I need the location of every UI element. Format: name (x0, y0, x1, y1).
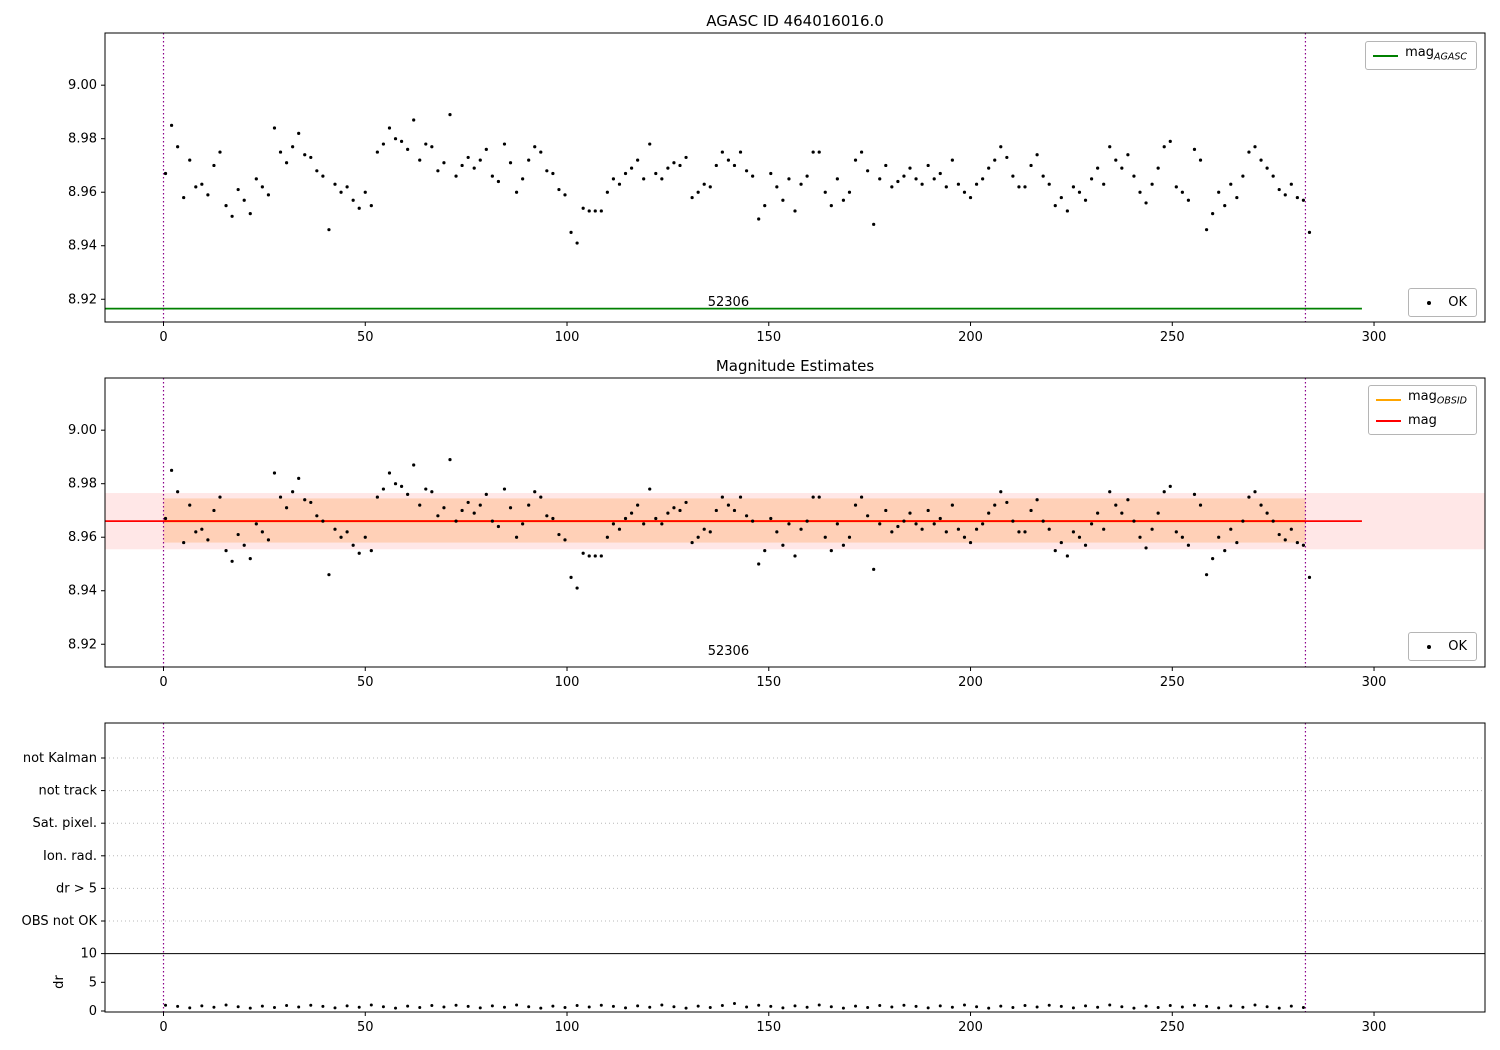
legend-line-sample-orange (1375, 398, 1401, 401)
flag-row-label: not track (38, 784, 97, 799)
y-tick-label: 9.00 (68, 78, 97, 93)
ok-marker-icon (1426, 644, 1431, 649)
scatter-series-dr (164, 1002, 1305, 1010)
dr-axis-label: dr (52, 975, 67, 989)
x-tick-label: 250 (1160, 330, 1185, 345)
legend-label-ok-top: OK (1448, 294, 1467, 310)
x-tick-label: 150 (756, 1020, 781, 1035)
legend-magnitude-estimates: magOBSID mag (1367, 385, 1477, 435)
legend-line-sample-green (1373, 54, 1399, 57)
dr-tick-label: 0 (89, 1004, 97, 1019)
scatter-series-OK (163, 113, 1312, 245)
legend-dot-marker (1416, 300, 1441, 305)
x-tick-label: 150 (756, 330, 781, 345)
x-tick-label: 50 (357, 1020, 374, 1035)
y-tick-label: 8.92 (68, 292, 97, 307)
legend-entry-mag-agasc: magAGASC (1373, 44, 1467, 67)
x-tick-label: 100 (555, 675, 580, 690)
x-tick-label: 0 (159, 330, 167, 345)
y-tick-label: 9.00 (68, 423, 97, 438)
obsid-annotation: 52306 (708, 295, 749, 310)
x-tick-label: 200 (958, 1020, 983, 1035)
y-tick-label: 8.96 (68, 185, 97, 200)
flag-row-label: OBS not OK (22, 914, 98, 929)
scatter-series-OK (163, 458, 1312, 590)
axes-flags: not Kalman not track Sat. pixel. Ion. rad. d… (22, 722, 1486, 1035)
x-tick-label: 200 (958, 330, 983, 345)
x-tick-label: 300 (1362, 675, 1387, 690)
y-tick-label: 8.92 (68, 637, 97, 652)
legend-entry-mag-obsid: magOBSID (1375, 388, 1467, 411)
x-tick-label: 50 (357, 330, 374, 345)
x-tick-label: 250 (1160, 675, 1185, 690)
x-tick-label: 300 (1362, 330, 1387, 345)
x-tick-label: 200 (958, 675, 983, 690)
legend-label-mag-agasc: magAGASC (1405, 44, 1467, 67)
legend-dot-marker (1416, 644, 1441, 649)
y-tick-label: 8.98 (68, 477, 97, 492)
y-tick-label: 8.98 (68, 132, 97, 147)
legend-label-mag-agasc-main: mag (1405, 45, 1434, 61)
legend-label-mag-agasc-sub: AGASC (1433, 51, 1467, 63)
plot-title-magnitude-estimates: Magnitude Estimates (715, 357, 875, 375)
legend-ok-middle: OK (1408, 632, 1477, 661)
obsid-annotation: 52306 (708, 644, 749, 659)
plot-title-agasc: AGASC ID 464016016.0 (706, 12, 884, 30)
dr-tick-label: 5 (89, 975, 97, 990)
ok-marker-icon (1426, 300, 1431, 305)
y-tick-label: 8.96 (68, 530, 97, 545)
axes-frame (104, 722, 1486, 1013)
flag-row-label: Sat. pixel. (33, 816, 97, 831)
legend-entry-ok-top: OK (1416, 293, 1467, 312)
dr-tick-label: 10 (80, 947, 97, 962)
legend-entry-ok-middle: OK (1416, 637, 1467, 656)
legend-mag-agasc: magAGASC (1365, 41, 1477, 70)
legend-label-mag-obsid-main: mag (1407, 389, 1437, 405)
flag-row-label: Ion. rad. (43, 849, 97, 864)
flag-row-label: not Kalman (23, 751, 97, 766)
legend-ok-top: OK (1408, 288, 1477, 317)
x-tick-label: 0 (159, 675, 167, 690)
legend-label-mag-obsid: magOBSID (1408, 388, 1467, 411)
axes-top: 52306 8.92 8.94 8.96 8.98 9.00 0 50 100 150 200 250… (68, 32, 1486, 345)
x-tick-label: 250 (1160, 1020, 1185, 1035)
legend-label-mag: mag (1407, 412, 1437, 428)
flag-row-label: dr > 5 (56, 881, 97, 896)
x-tick-label: 150 (756, 675, 781, 690)
axes-frame (104, 377, 1486, 668)
y-tick-label: 8.94 (68, 584, 97, 599)
legend-line-sample-red (1375, 419, 1401, 422)
axes-frame (104, 32, 1486, 323)
y-tick-label: 8.94 (68, 239, 97, 254)
x-tick-label: 50 (357, 675, 374, 690)
axes-middle: 52306 8.92 8.94 8.96 8.98 9.00 0 50 100 150 200 250… (68, 377, 1486, 690)
x-tick-label: 0 (159, 1020, 167, 1035)
legend-entry-mag: mag (1375, 411, 1467, 430)
x-tick-label: 300 (1362, 1020, 1387, 1035)
legend-label-ok-middle: OK (1448, 638, 1467, 654)
legend-label-mag-obsid-sub: OBSID (1436, 395, 1467, 407)
x-tick-label: 100 (555, 330, 580, 345)
x-tick-label: 100 (555, 1020, 580, 1035)
